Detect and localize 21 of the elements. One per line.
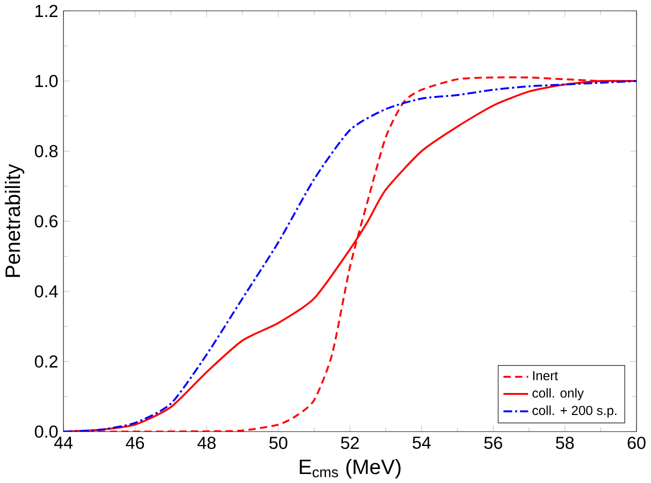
- legend-label: coll. + 200 s.p.: [532, 405, 616, 418]
- x-tick-label: 54: [412, 436, 431, 449]
- x-tick-label: 60: [628, 436, 646, 449]
- x-tick-label: 52: [341, 436, 359, 449]
- y-tick-label: 0.4: [34, 285, 58, 298]
- legend-label: Inert: [533, 371, 558, 380]
- x-tick-label: 44: [54, 436, 73, 449]
- y-tick-label: 0.2: [34, 355, 58, 368]
- x-tick-label: 48: [197, 436, 216, 449]
- y-tick-label: 1.2: [36, 4, 58, 17]
- x-tick-label: 46: [126, 436, 144, 449]
- y-tick-label: 0.8: [34, 144, 58, 158]
- x-axis-title: E$_{cms}$ (MeV): [300, 458, 401, 478]
- y-tick-label: 0.0: [34, 425, 58, 438]
- y-tick-label: 1.0: [36, 74, 58, 88]
- x-tick-label: 58: [556, 436, 574, 449]
- legend-label: coll. only: [532, 388, 584, 400]
- y-tick-label: 0.6: [34, 215, 58, 228]
- y-axis-title: Penetrability: [4, 164, 24, 277]
- x-tick-label: 50: [269, 436, 288, 449]
- x-tick-label: 56: [484, 436, 502, 449]
